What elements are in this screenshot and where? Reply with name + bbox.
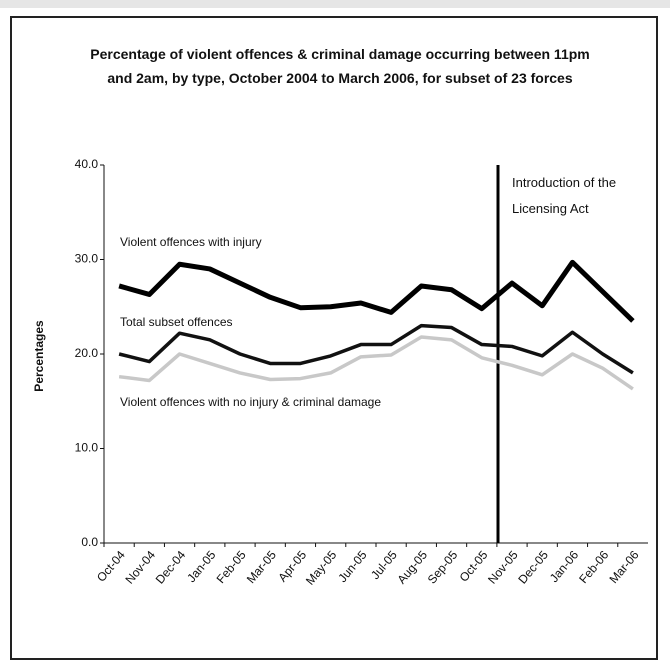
series-line bbox=[118, 335, 634, 391]
x-tick-label: Mar-06 bbox=[606, 548, 641, 586]
series-label: Violent offences with injury bbox=[120, 235, 262, 249]
x-tick-label: Feb-06 bbox=[576, 548, 611, 586]
top-bar bbox=[0, 0, 670, 8]
x-tick-label: May-05 bbox=[303, 548, 340, 588]
series-line bbox=[118, 323, 634, 375]
y-tick-label: 0.0 bbox=[81, 535, 98, 549]
x-tick-label: Dec-05 bbox=[515, 548, 551, 587]
x-tick-label: Dec-04 bbox=[153, 548, 189, 587]
series-label: Violent offences with no injury & crimin… bbox=[120, 395, 381, 409]
y-tick-label: 10.0 bbox=[75, 441, 99, 455]
y-tick-label: 20.0 bbox=[75, 346, 99, 360]
x-tick-label: Aug-05 bbox=[394, 548, 430, 587]
y-tick-label: 30.0 bbox=[75, 252, 99, 266]
x-tick-label: Mar-05 bbox=[244, 548, 279, 586]
series-line bbox=[118, 259, 635, 323]
x-tick-label: Jan-05 bbox=[184, 548, 219, 585]
y-axis-label: Percentages bbox=[32, 320, 46, 392]
x-tick-label: Jan-06 bbox=[547, 548, 582, 585]
chart-frame bbox=[10, 16, 658, 660]
x-tick-label: Nov-05 bbox=[485, 548, 521, 587]
series-label: Total subset offences bbox=[120, 315, 233, 329]
y-tick-label: 40.0 bbox=[75, 157, 99, 171]
x-tick-label: Nov-04 bbox=[122, 548, 158, 587]
x-tick-label: Sep-05 bbox=[425, 548, 461, 587]
x-tick-label: Jun-05 bbox=[335, 548, 370, 585]
chart-title: Percentage of violent offences & crimina… bbox=[90, 46, 590, 86]
x-tick-label: Feb-05 bbox=[214, 548, 249, 586]
annotation: Introduction of the Licensing Act bbox=[512, 175, 617, 216]
